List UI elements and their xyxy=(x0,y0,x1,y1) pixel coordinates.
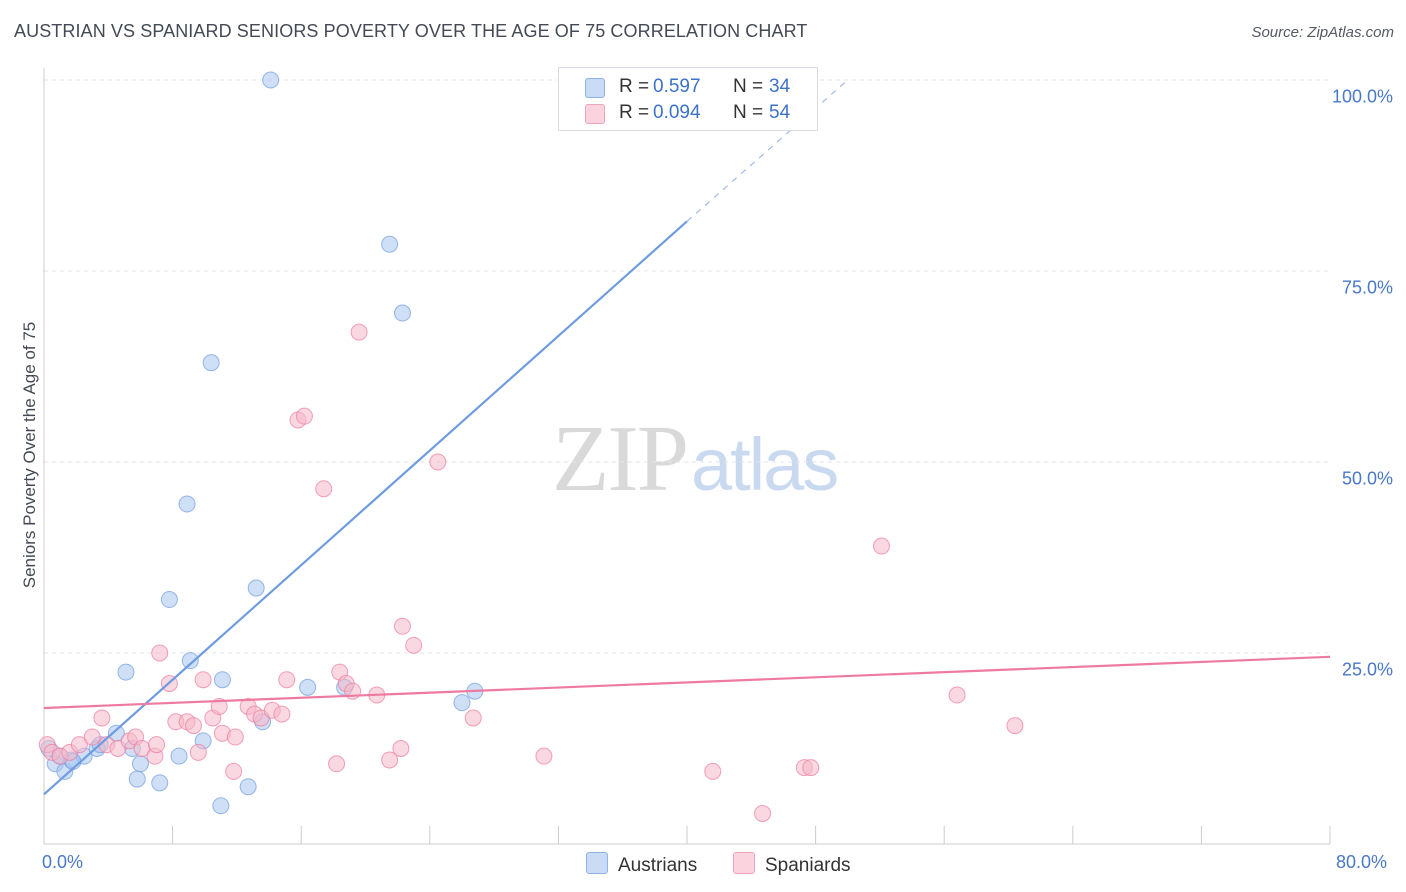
correlation-legend: R = 0.597 N = 34 R = 0.094 N = 54 xyxy=(558,67,818,131)
spaniard-point xyxy=(210,697,228,715)
spaniard-point xyxy=(464,709,482,727)
austrian-point xyxy=(393,304,411,322)
legend-r-value: 0.094 xyxy=(653,102,701,123)
y-tick-label-25: 25.0% xyxy=(1341,659,1393,680)
spaniard-point xyxy=(295,407,313,425)
spaniard-point xyxy=(189,743,207,761)
austrian-point xyxy=(178,495,196,513)
spaniard-point xyxy=(273,705,291,723)
legend-n-label: N = xyxy=(733,76,764,97)
y-tick-label-100: 100.0% xyxy=(1331,86,1393,107)
legend-swatch-austrians xyxy=(585,78,605,98)
spaniard-point xyxy=(226,728,244,746)
legend-r-value: 0.597 xyxy=(653,76,701,97)
austrian-point xyxy=(239,778,257,796)
watermark-zip: ZIP xyxy=(552,407,689,511)
watermark-atlas: atlas xyxy=(691,423,839,506)
austrian-point xyxy=(381,235,399,253)
spaniard-point xyxy=(315,480,333,498)
austrian-point xyxy=(117,663,135,681)
spaniard-point xyxy=(392,740,410,757)
austrian-point xyxy=(453,694,471,712)
spaniard-point xyxy=(535,747,553,765)
spaniard-point xyxy=(704,762,722,780)
spaniard-point xyxy=(93,709,111,727)
spaniard-point xyxy=(328,755,346,773)
spaniard-point xyxy=(381,751,399,769)
legend-r-label: R = xyxy=(619,102,650,123)
y-tick-label-75: 75.0% xyxy=(1341,277,1393,298)
spaniard-point xyxy=(405,636,423,654)
spaniard-point xyxy=(278,671,296,689)
austrian-point xyxy=(212,797,230,815)
legend-n-label: N = xyxy=(733,102,764,123)
austrian-point xyxy=(160,591,178,609)
legend-n-value: 34 xyxy=(769,76,791,97)
bottom-legend-label-austrians: Austrians xyxy=(618,855,698,876)
spaniard-point xyxy=(70,736,88,754)
austrian-point xyxy=(262,71,280,89)
austrian-point xyxy=(202,354,220,372)
spaniard-point xyxy=(184,717,202,735)
spaniard-point xyxy=(1006,717,1024,735)
y-tick-label-50: 50.0% xyxy=(1341,468,1393,489)
watermark: ZIPatlas xyxy=(552,404,839,513)
spaniard-point xyxy=(393,617,411,635)
legend-r-label: R = xyxy=(619,76,650,97)
spaniard-point xyxy=(151,644,169,662)
austrian-point xyxy=(247,579,265,597)
austrian-point xyxy=(170,747,188,765)
spaniard-point xyxy=(948,686,966,704)
spaniard-point xyxy=(873,537,891,555)
austrian-point xyxy=(131,755,149,773)
bottom-legend-swatch-austrians xyxy=(586,852,608,874)
chart-title: AUSTRIAN VS SPANIARD SENIORS POVERTY OVE… xyxy=(14,21,808,41)
spaniard-point xyxy=(83,728,101,746)
spaniard-point xyxy=(350,323,368,341)
spaniard-point xyxy=(429,453,447,471)
bottom-legend-swatch-spaniards xyxy=(733,852,755,874)
austrian-point xyxy=(151,774,169,792)
source-credit: Source: ZipAtlas.com xyxy=(1251,24,1394,41)
austrian-trend-line xyxy=(43,220,688,796)
spaniard-point xyxy=(148,736,166,754)
bottom-legend-austrians: Austrians xyxy=(586,852,697,877)
x-tick-label-max: 80.0% xyxy=(1336,852,1388,872)
austrian-point xyxy=(181,652,199,670)
legend-swatch-spaniards xyxy=(585,104,605,124)
spaniard-trend-line xyxy=(43,655,1331,710)
spaniard-point xyxy=(225,762,243,780)
austrian-point xyxy=(128,770,146,788)
legend-n-value: 54 xyxy=(769,102,791,123)
bottom-legend-spaniards: Spaniards xyxy=(733,852,851,877)
austrian-point xyxy=(213,671,231,689)
x-tick-label-min: 0.0% xyxy=(42,852,84,872)
y-axis-label: Seniors Poverty Over the Age of 75 xyxy=(20,321,39,589)
spaniard-point xyxy=(194,671,212,689)
bottom-legend-label-spaniards: Spaniards xyxy=(765,855,851,876)
spaniard-point xyxy=(802,759,820,777)
austrian-point xyxy=(299,678,317,696)
spaniard-point xyxy=(754,804,772,822)
